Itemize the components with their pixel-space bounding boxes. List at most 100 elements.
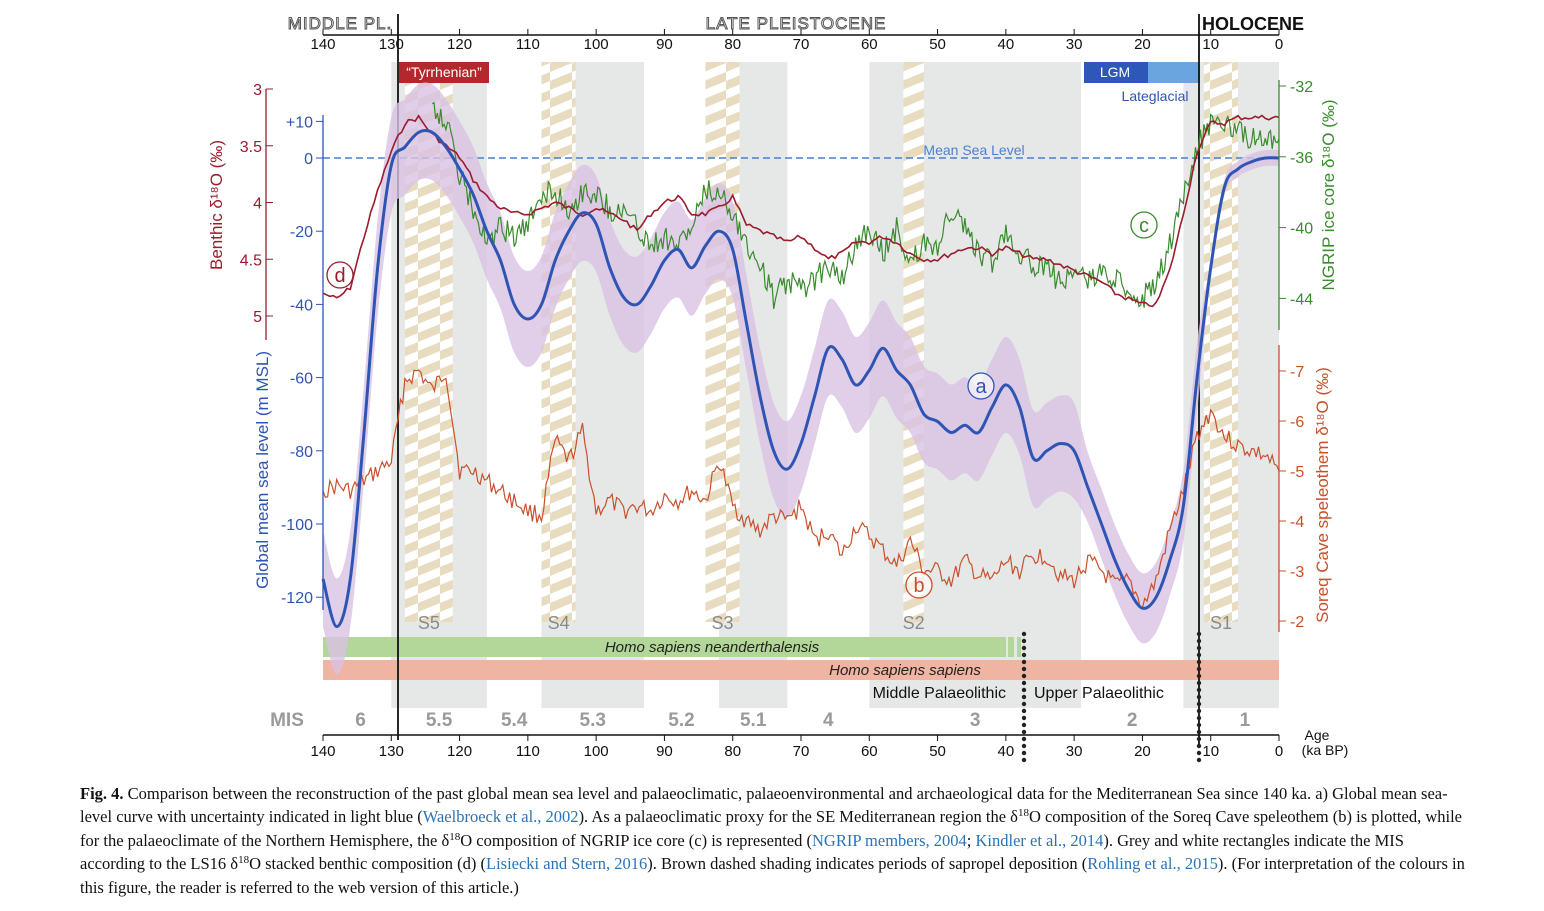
ref-rohling[interactable]: Rohling et al., 2015 bbox=[1087, 854, 1218, 874]
series-marker-label: d bbox=[334, 265, 345, 287]
top-x-tick-label: 40 bbox=[998, 36, 1015, 53]
age-axis-label-1: Age bbox=[1305, 727, 1330, 743]
caption-sup-2: 18 bbox=[449, 830, 461, 843]
bottom-x-tick-label: 60 bbox=[861, 743, 878, 760]
caption-text-8: ). Brown dashed shading indicates period… bbox=[647, 854, 1088, 874]
bottom-x-tick-label: 130 bbox=[379, 743, 404, 760]
holocene-boundary-dot bbox=[1196, 722, 1202, 728]
mis-stage-label: 4 bbox=[823, 710, 834, 731]
bottom-x-tick-label: 80 bbox=[724, 743, 741, 760]
soreq-axis-title: Soreq Cave speleothem δ¹⁸O (‰) bbox=[1313, 367, 1332, 623]
holocene-boundary-dot bbox=[1196, 673, 1202, 679]
caption-label: Fig. 4. bbox=[80, 784, 124, 803]
lateglacial-label: Lateglacial bbox=[1122, 88, 1189, 104]
series-marker-circle bbox=[1130, 211, 1158, 239]
ngrip-tick-label: -40 bbox=[1290, 221, 1313, 238]
holocene-boundary-dot bbox=[1196, 652, 1202, 658]
holocene-boundary-dot bbox=[1196, 708, 1202, 714]
bottom-x-tick-label: 50 bbox=[929, 743, 946, 760]
caption-text-5: ; bbox=[966, 830, 976, 850]
ngrip-series-line bbox=[431, 101, 1280, 310]
top-x-tick-label: 20 bbox=[1134, 36, 1151, 53]
ref-kindler[interactable]: Kindler et al., 2014 bbox=[975, 830, 1104, 850]
sea-level-tick-label: -80 bbox=[290, 444, 313, 461]
sapropel-label: S2 bbox=[903, 613, 925, 633]
tyrrhenian-label: “Tyrrhenian” bbox=[406, 64, 482, 80]
bottom-x-tick-label: 20 bbox=[1134, 743, 1151, 760]
mean-sea-level-label: Mean Sea Level bbox=[923, 142, 1024, 158]
mis-stage-label: 5.2 bbox=[668, 710, 694, 731]
series-marker-label: c bbox=[1139, 215, 1149, 237]
soreq-tick-label: -6 bbox=[1290, 414, 1304, 431]
top-x-tick-label: 80 bbox=[724, 36, 741, 53]
static-marks: 6 5.5 5.4 5.3 5.2 5.1 4 3 2 1 bbox=[323, 14, 1279, 763]
palaeolithic-boundary-dot bbox=[1021, 680, 1027, 686]
holocene-boundary-dot bbox=[1196, 631, 1202, 637]
series-marker-label: b bbox=[913, 575, 924, 597]
tyrrhenian-bar bbox=[399, 62, 489, 83]
sapropel-label: S4 bbox=[548, 613, 570, 633]
sea-level-axis-title: Global mean sea level (m MSL) bbox=[253, 351, 272, 589]
palaeolithic-boundary-dot bbox=[1021, 736, 1027, 742]
sea-level-tick-label: 0 bbox=[304, 151, 313, 168]
caption-text-4: O composition of NGRIP ice core (c) is r… bbox=[460, 830, 813, 850]
holocene-boundary-dot bbox=[1196, 750, 1202, 756]
mis-stage-label: 6 bbox=[355, 710, 366, 731]
caption-text-1: Comparison between the reconstruction of… bbox=[80, 784, 1448, 827]
top-x-tick-label: 0 bbox=[1275, 36, 1283, 53]
sapropel-band bbox=[1203, 62, 1239, 622]
palaeolithic-boundary-dot bbox=[1021, 757, 1027, 763]
palaeolithic-boundary-dot bbox=[1021, 729, 1027, 735]
caption-text-3: O composition of the Soreq Cave speleoth… bbox=[80, 807, 1462, 850]
top-x-tick-label: 90 bbox=[656, 36, 673, 53]
mis-label: MIS bbox=[270, 710, 304, 731]
sapiens-label: Homo sapiens sapiens bbox=[829, 662, 981, 679]
palaeolithic-boundary-dot bbox=[1021, 722, 1027, 728]
caption-text-9: ). (For interpretation of the colours in… bbox=[80, 854, 1465, 897]
holocene-boundary-dot bbox=[1196, 645, 1202, 651]
sea-level-uncertainty-band bbox=[323, 82, 1279, 675]
mis-stage-label: 5.4 bbox=[501, 710, 528, 731]
caption-sup-1: 18 bbox=[1017, 807, 1029, 820]
holocene-boundary-dot bbox=[1196, 694, 1202, 700]
palaeolithic-boundary-dot bbox=[1021, 673, 1027, 679]
top-x-tick-label: 120 bbox=[447, 36, 472, 53]
lgm-label: LGM bbox=[1100, 64, 1130, 80]
palaeolithic-boundary-dot bbox=[1021, 687, 1027, 693]
top-x-tick-label: 30 bbox=[1066, 36, 1083, 53]
palaeolithic-boundary-dot bbox=[1021, 743, 1027, 749]
top-x-tick-label: 100 bbox=[584, 36, 609, 53]
sea-level-tick-label: -40 bbox=[290, 297, 313, 314]
benthic-series-line bbox=[322, 114, 1280, 308]
soreq-tick-label: -4 bbox=[1290, 514, 1304, 531]
axes-group: 1401401301301201201101101001009090808070… bbox=[240, 29, 1313, 760]
palaeolithic-boundary-dot bbox=[1021, 631, 1027, 637]
bottom-x-tick-label: 110 bbox=[516, 743, 540, 760]
upper-palaeolithic-label: Upper Palaeolithic bbox=[1034, 685, 1164, 702]
holocene-boundary-dot bbox=[1196, 666, 1202, 672]
ref-waelbroeck[interactable]: Waelbroeck et al., 2002 bbox=[422, 807, 579, 827]
palaeolithic-boundary-dot bbox=[1021, 645, 1027, 651]
mis-stage-label: 2 bbox=[1127, 710, 1138, 731]
series-marker-circle bbox=[905, 571, 933, 599]
ref-lisiecki[interactable]: Lisiecki and Stern, 2016 bbox=[485, 854, 648, 874]
soreq-tick-label: -3 bbox=[1290, 564, 1304, 581]
bottom-x-tick-label: 120 bbox=[447, 743, 472, 760]
top-x-tick-label: 70 bbox=[793, 36, 810, 53]
mis-stage-label: 5.3 bbox=[580, 710, 606, 731]
benthic-tick-label: 3 bbox=[253, 82, 262, 99]
holocene-boundary-dot bbox=[1196, 715, 1202, 721]
palaeolithic-boundary-dot bbox=[1021, 694, 1027, 700]
caption-text-6: ). Grey and white rectangles indicate th… bbox=[80, 830, 1404, 874]
series-group: a b c d bbox=[321, 82, 1280, 675]
period-late-label: LATE PLEISTOCENE bbox=[706, 14, 887, 33]
top-x-tick-label: 50 bbox=[929, 36, 946, 53]
benthic-tick-label: 4 bbox=[253, 196, 262, 213]
neanderthal-label: Homo sapiens neanderthalensis bbox=[605, 639, 820, 656]
series-marker-label: a bbox=[975, 376, 987, 398]
benthic-tick-label: 4.5 bbox=[240, 252, 262, 269]
caption-sup-3: 18 bbox=[238, 854, 250, 867]
ref-ngrip[interactable]: NGRIP members, 2004 bbox=[812, 830, 967, 850]
palaeolithic-boundary-dot bbox=[1021, 708, 1027, 714]
sea-level-tick-label: +10 bbox=[286, 114, 313, 131]
